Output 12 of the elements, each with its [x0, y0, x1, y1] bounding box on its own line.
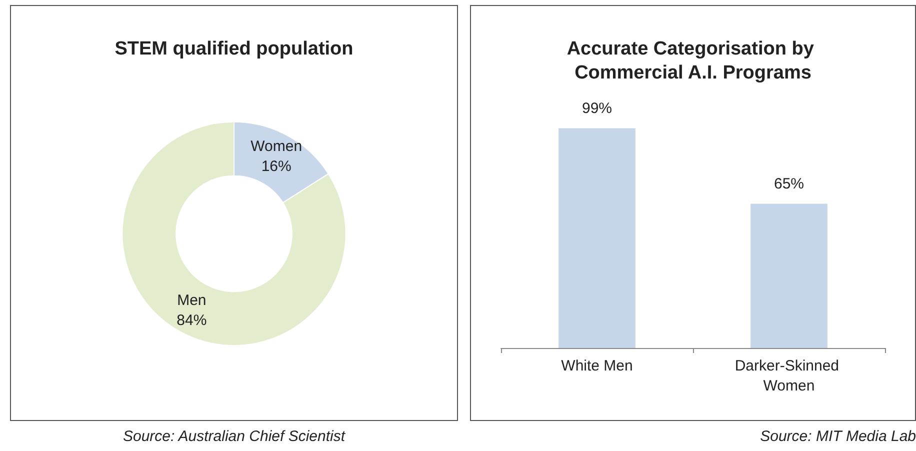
x-tick-label: White Men [561, 358, 633, 374]
data-label: 99% [582, 100, 612, 118]
slice-label: Men [177, 292, 206, 310]
source-note: Source: Australian Chief Scientist [122, 428, 346, 445]
data-label: 84% [176, 312, 207, 330]
x-tick-label: Darker-Skinned Women [734, 358, 844, 394]
source-note: Source: MIT Media Lab [759, 428, 916, 445]
slice-label: Women [250, 138, 302, 156]
chart-title: Accurate Categorisation by Commercial A.I. Programs [566, 38, 820, 84]
data-label: 16% [261, 158, 292, 176]
data-label: 65% [774, 176, 804, 193]
chart-title: STEM qualified population [114, 38, 354, 60]
